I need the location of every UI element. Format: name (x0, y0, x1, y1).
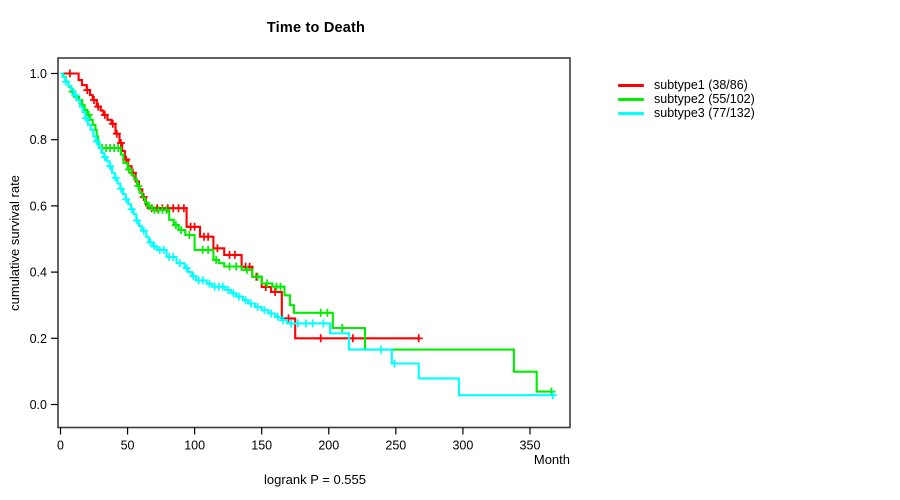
legend-swatch-line (618, 111, 644, 115)
legend-item: subtype2 (55/102) (618, 92, 755, 106)
plot-border (57, 57, 571, 429)
legend: subtype1 (38/86) subtype2 (55/102) subtype… (618, 78, 755, 120)
legend-item-label: subtype2 (55/102) (654, 92, 755, 106)
x-tick-label: 350 (520, 439, 541, 453)
y-tick-label: 1.0 (30, 67, 47, 81)
x-tick-label: 150 (251, 439, 272, 453)
x-axis-label: Month (533, 452, 570, 467)
survival-curve-subtype2 (60, 72, 555, 393)
censor-marks-subtype1 (65, 69, 423, 343)
legend-item: subtype3 (77/132) (618, 106, 755, 120)
y-tick-label: 0.2 (30, 332, 47, 346)
legend-swatch-line (618, 97, 644, 101)
x-tick-label: 0 (57, 439, 64, 453)
y-tick-label: 0.8 (30, 133, 47, 147)
x-tick-label: 250 (385, 439, 406, 453)
legend-swatch-line (618, 83, 644, 87)
legend-item-label: subtype1 (38/86) (654, 78, 748, 92)
y-tick-label: 0.4 (30, 266, 47, 280)
x-tick-label: 50 (121, 439, 135, 453)
legend-item: subtype1 (38/86) (618, 78, 755, 92)
x-tick-label: 100 (184, 439, 205, 453)
survival-curve-subtype1 (60, 72, 420, 340)
censor-marks-subtype3 (61, 77, 557, 400)
y-tick-label: 0.0 (30, 398, 47, 412)
logrank-annotation: logrank P = 0.555 (263, 472, 367, 487)
chart-title: Time to Death (266, 20, 366, 36)
x-tick-label: 300 (452, 439, 473, 453)
legend-item-label: subtype3 (77/132) (654, 106, 755, 120)
y-tick-label: 0.6 (30, 199, 47, 213)
x-tick-label: 200 (318, 439, 339, 453)
survival-curve-subtype3 (60, 72, 556, 397)
